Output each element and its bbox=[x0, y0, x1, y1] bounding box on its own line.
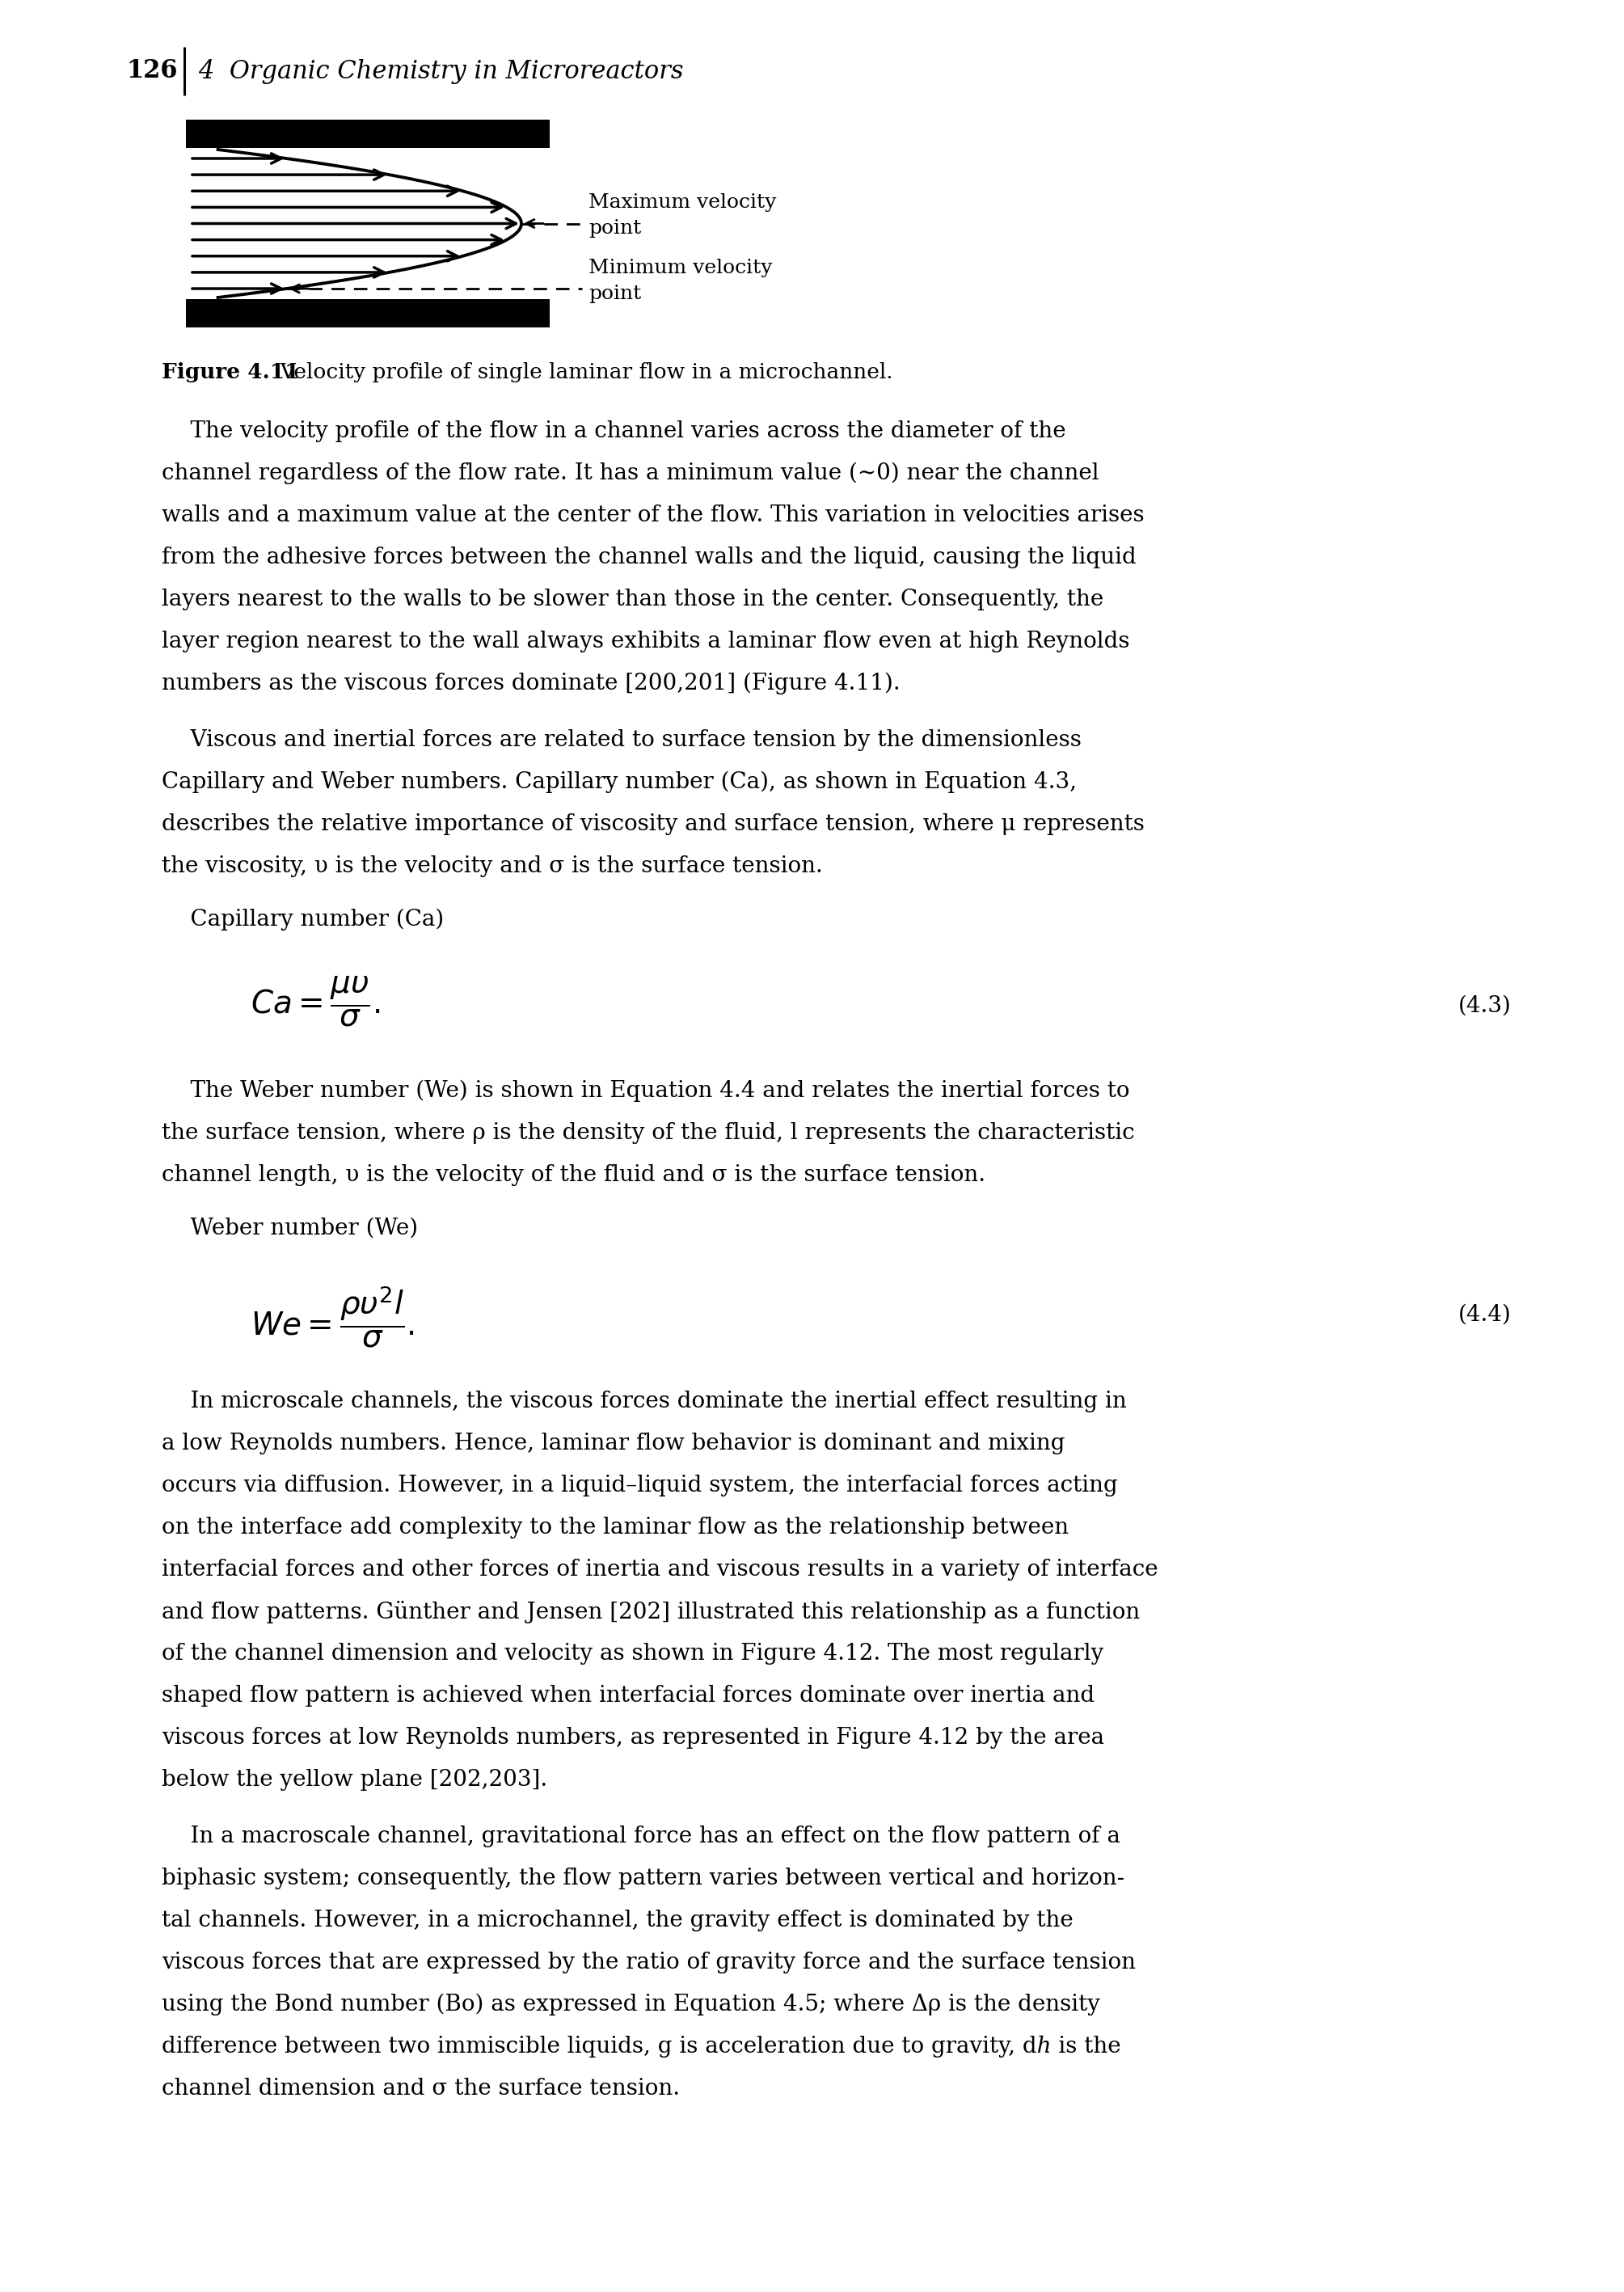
Text: on the interface add complexity to the laminar flow as the relationship between: on the interface add complexity to the l… bbox=[162, 1517, 1069, 1538]
Text: $\mathit{We} = \dfrac{\rho\upsilon^2 l}{\sigma}.$: $\mathit{We} = \dfrac{\rho\upsilon^2 l}{… bbox=[250, 1284, 414, 1350]
Text: interfacial forces and other forces of inertia and viscous results in a variety : interfacial forces and other forces of i… bbox=[162, 1559, 1158, 1581]
Text: point: point bbox=[588, 284, 641, 303]
Text: The Weber number (We) is shown in Equation 4.4 and relates the inertial forces t: The Weber number (We) is shown in Equati… bbox=[162, 1080, 1130, 1102]
Text: channel dimension and σ the surface tension.: channel dimension and σ the surface tens… bbox=[162, 2079, 680, 2099]
Text: the surface tension, where ρ is the density of the fluid, l represents the chara: the surface tension, where ρ is the dens… bbox=[162, 1123, 1135, 1144]
Text: 4  Organic Chemistry in Microreactors: 4 Organic Chemistry in Microreactors bbox=[198, 60, 684, 85]
Text: Viscous and inertial forces are related to surface tension by the dimensionless: Viscous and inertial forces are related … bbox=[162, 729, 1082, 752]
Text: layer region nearest to the wall always exhibits a laminar flow even at high Rey: layer region nearest to the wall always … bbox=[162, 630, 1130, 653]
Text: using the Bond number (Bo) as expressed in Equation 4.5; where Δρ is the density: using the Bond number (Bo) as expressed … bbox=[162, 1994, 1099, 2015]
Text: difference between two immiscible liquids, g is acceleration due to gravity, dℎ : difference between two immiscible liquid… bbox=[162, 2035, 1121, 2058]
Text: Minimum velocity: Minimum velocity bbox=[588, 259, 773, 277]
Text: viscous forces at low Reynolds numbers, as represented in Figure 4.12 by the are: viscous forces at low Reynolds numbers, … bbox=[162, 1726, 1104, 1749]
Text: Velocity profile of single laminar flow in a microchannel.: Velocity profile of single laminar flow … bbox=[266, 362, 893, 383]
Text: a low Reynolds numbers. Hence, laminar flow behavior is dominant and mixing: a low Reynolds numbers. Hence, laminar f… bbox=[162, 1432, 1065, 1455]
Text: occurs via diffusion. However, in a liquid–liquid system, the interfacial forces: occurs via diffusion. However, in a liqu… bbox=[162, 1474, 1117, 1497]
Text: channel length, υ is the velocity of the fluid and σ is the surface tension.: channel length, υ is the velocity of the… bbox=[162, 1164, 986, 1185]
Text: and flow patterns. Günther and Jensen [202] illustrated this relationship as a f: and flow patterns. Günther and Jensen [2… bbox=[162, 1600, 1140, 1623]
Text: of the channel dimension and velocity as shown in Figure 4.12. The most regularl: of the channel dimension and velocity as… bbox=[162, 1643, 1104, 1664]
Text: Capillary and Weber numbers. Capillary number (Ca), as shown in Equation 4.3,: Capillary and Weber numbers. Capillary n… bbox=[162, 772, 1077, 793]
Text: viscous forces that are expressed by the ratio of gravity force and the surface : viscous forces that are expressed by the… bbox=[162, 1950, 1135, 1973]
Text: point: point bbox=[588, 220, 641, 238]
Text: $\mathit{Ca} = \dfrac{\mu\upsilon}{\sigma}.$: $\mathit{Ca} = \dfrac{\mu\upsilon}{\sigm… bbox=[250, 974, 380, 1029]
Bar bbox=[185, 119, 549, 149]
Text: (4.3): (4.3) bbox=[1458, 995, 1512, 1018]
Text: 126: 126 bbox=[127, 60, 179, 85]
Text: Capillary number (Ca): Capillary number (Ca) bbox=[162, 908, 443, 931]
Text: the viscosity, υ is the velocity and σ is the surface tension.: the viscosity, υ is the velocity and σ i… bbox=[162, 855, 823, 878]
Text: channel regardless of the flow rate. It has a minimum value (∼0) near the channe: channel regardless of the flow rate. It … bbox=[162, 463, 1099, 484]
Text: numbers as the viscous forces dominate [200,201] (Figure 4.11).: numbers as the viscous forces dominate [… bbox=[162, 672, 900, 694]
Text: describes the relative importance of viscosity and surface tension, where μ repr: describes the relative importance of vis… bbox=[162, 814, 1145, 834]
Text: tal channels. However, in a microchannel, the gravity effect is dominated by the: tal channels. However, in a microchannel… bbox=[162, 1909, 1073, 1932]
Text: In a macroscale channel, gravitational force has an effect on the flow pattern o: In a macroscale channel, gravitational f… bbox=[162, 1824, 1121, 1847]
Text: walls and a maximum value at the center of the flow. This variation in velocitie: walls and a maximum value at the center … bbox=[162, 504, 1145, 527]
Text: Figure 4.11: Figure 4.11 bbox=[162, 362, 299, 383]
Text: In microscale channels, the viscous forces dominate the inertial effect resultin: In microscale channels, the viscous forc… bbox=[162, 1391, 1127, 1412]
Bar bbox=[185, 300, 549, 328]
Text: The velocity profile of the flow in a channel varies across the diameter of the: The velocity profile of the flow in a ch… bbox=[162, 419, 1065, 442]
Text: shaped flow pattern is achieved when interfacial forces dominate over inertia an: shaped flow pattern is achieved when int… bbox=[162, 1685, 1095, 1708]
Text: layers nearest to the walls to be slower than those in the center. Consequently,: layers nearest to the walls to be slower… bbox=[162, 589, 1104, 610]
Text: Maximum velocity: Maximum velocity bbox=[588, 193, 776, 213]
Text: Weber number (We): Weber number (We) bbox=[162, 1217, 417, 1240]
Text: (4.4): (4.4) bbox=[1458, 1304, 1512, 1325]
Text: from the adhesive forces between the channel walls and the liquid, causing the l: from the adhesive forces between the cha… bbox=[162, 545, 1137, 568]
Text: below the yellow plane [202,203].: below the yellow plane [202,203]. bbox=[162, 1769, 547, 1790]
Text: biphasic system; consequently, the flow pattern varies between vertical and hori: biphasic system; consequently, the flow … bbox=[162, 1868, 1124, 1889]
